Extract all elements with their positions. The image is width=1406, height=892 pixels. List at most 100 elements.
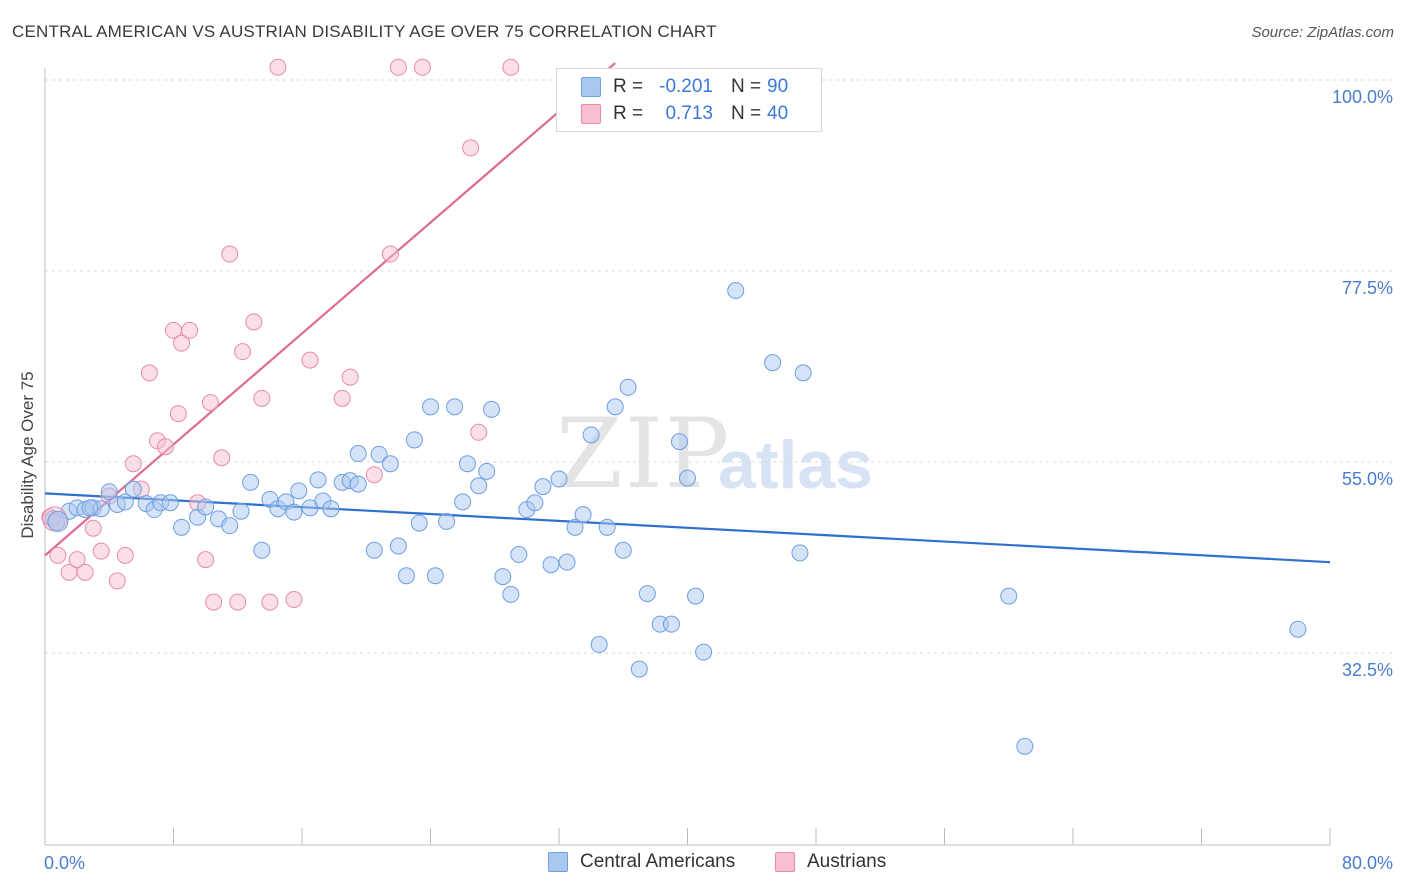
point-central-americans xyxy=(100,483,118,501)
point-austrians xyxy=(116,546,134,564)
point-central-americans xyxy=(483,400,501,418)
legend-label-austrians: Austrians xyxy=(807,851,887,872)
point-central-americans xyxy=(397,567,415,585)
legend-swatch-central-americans xyxy=(548,852,568,872)
axes xyxy=(44,68,1331,846)
point-central-americans xyxy=(309,471,327,489)
point-central-americans xyxy=(470,477,488,495)
point-central-americans xyxy=(582,426,600,444)
point-central-americans xyxy=(558,553,576,571)
point-central-americans xyxy=(410,514,428,532)
point-austrians xyxy=(68,551,86,569)
legend-swatch-austrians xyxy=(775,852,795,872)
legend-n-value: 40 xyxy=(767,103,789,124)
point-austrians xyxy=(124,455,142,473)
point-central-americans xyxy=(695,643,713,661)
legend-item-austrians[interactable]: Austrians xyxy=(775,851,886,873)
point-austrians xyxy=(49,546,67,564)
point-austrians xyxy=(201,394,219,412)
point-austrians xyxy=(470,423,488,441)
point-austrians xyxy=(173,334,191,352)
trend-line-austrians xyxy=(44,62,616,557)
chart-source: Source: ZipAtlas.com xyxy=(1251,24,1394,41)
point-central-americans xyxy=(606,398,624,416)
axis-labels: 32.5% 55.0% 77.5% 100.0% 0.0% 80.0% Disability… xyxy=(18,87,1393,873)
point-austrians xyxy=(234,343,252,361)
point-austrians xyxy=(333,389,351,407)
point-central-americans xyxy=(687,587,705,605)
point-central-americans xyxy=(679,469,696,487)
point-austrians xyxy=(108,572,126,590)
point-central-americans xyxy=(670,433,688,451)
point-central-americans xyxy=(405,431,423,449)
point-central-americans xyxy=(221,517,239,535)
legend-r-value: -0.201 xyxy=(659,76,713,97)
point-central-americans xyxy=(494,568,512,586)
point-central-americans xyxy=(534,478,552,496)
point-central-americans xyxy=(727,282,745,300)
legend-row-central-americans: R = -0.201 N = 90 xyxy=(581,75,788,99)
point-central-americans xyxy=(242,473,260,491)
chart-title: CENTRAL AMERICAN VS AUSTRIAN DISABILITY … xyxy=(12,22,717,41)
point-austrians xyxy=(156,438,174,456)
legend-row-austrians: R = 0.713 N = 40 xyxy=(581,102,788,126)
point-austrians xyxy=(221,245,239,263)
point-austrians xyxy=(140,364,158,382)
point-central-americans xyxy=(124,480,142,498)
legend-r-label: R = xyxy=(613,103,644,124)
legend-r-value: 0.713 xyxy=(665,103,713,124)
point-austrians xyxy=(341,368,359,386)
point-central-americans xyxy=(630,660,648,678)
point-central-americans xyxy=(116,493,134,511)
point-austrians xyxy=(301,351,319,369)
point-central-americans xyxy=(590,636,608,654)
legend-swatch-central-americans xyxy=(581,77,601,97)
point-central-americans xyxy=(349,445,367,463)
x-tick-label: 0.0% xyxy=(44,853,85,873)
point-central-americans xyxy=(349,475,367,493)
y-tick-label: 100.0% xyxy=(1332,87,1393,107)
watermark-zip: ZIP xyxy=(556,398,732,510)
point-austrians xyxy=(245,313,263,331)
point-central-americans xyxy=(1289,620,1307,638)
legend-n-label: N = xyxy=(731,103,762,124)
point-central-americans xyxy=(81,499,99,517)
point-austrians xyxy=(462,139,480,157)
point-central-americans xyxy=(232,502,250,520)
watermark-atlas: atlas xyxy=(718,427,873,503)
point-central-americans xyxy=(542,556,560,574)
point-central-americans xyxy=(614,541,632,559)
trend-lines xyxy=(44,62,1331,564)
legend-item-central-americans[interactable]: Central Americans xyxy=(548,851,735,873)
point-central-americans xyxy=(478,462,496,480)
point-central-americans xyxy=(1000,587,1018,605)
y-tick-label: 55.0% xyxy=(1342,469,1393,489)
point-central-americans xyxy=(389,537,407,555)
legend-n-value: 90 xyxy=(767,76,789,97)
point-central-americans xyxy=(1016,737,1034,755)
x-tick-label: 80.0% xyxy=(1342,853,1393,873)
point-central-americans xyxy=(285,503,303,521)
point-central-americans xyxy=(290,482,308,500)
point-central-americans xyxy=(454,493,472,511)
point-central-americans xyxy=(574,506,592,524)
point-austrians xyxy=(197,551,215,569)
series-legend: Central Americans Austrians xyxy=(0,851,1406,879)
point-austrians xyxy=(261,593,279,611)
point-austrians xyxy=(502,58,520,76)
point-central-americans xyxy=(662,615,680,633)
legend-n-label: N = xyxy=(731,76,762,97)
point-central-americans xyxy=(381,455,399,473)
y-axis-label: Disability Age Over 75 xyxy=(18,371,37,538)
point-austrians xyxy=(205,593,223,611)
point-austrians xyxy=(413,58,431,76)
point-austrians xyxy=(389,58,407,76)
data-points xyxy=(41,58,1307,755)
point-austrians xyxy=(84,519,102,537)
point-central-americans xyxy=(526,494,544,512)
point-central-americans xyxy=(422,398,439,416)
legend-r-label: R = xyxy=(613,76,644,97)
point-austrians xyxy=(285,591,303,609)
point-central-americans xyxy=(458,455,476,473)
